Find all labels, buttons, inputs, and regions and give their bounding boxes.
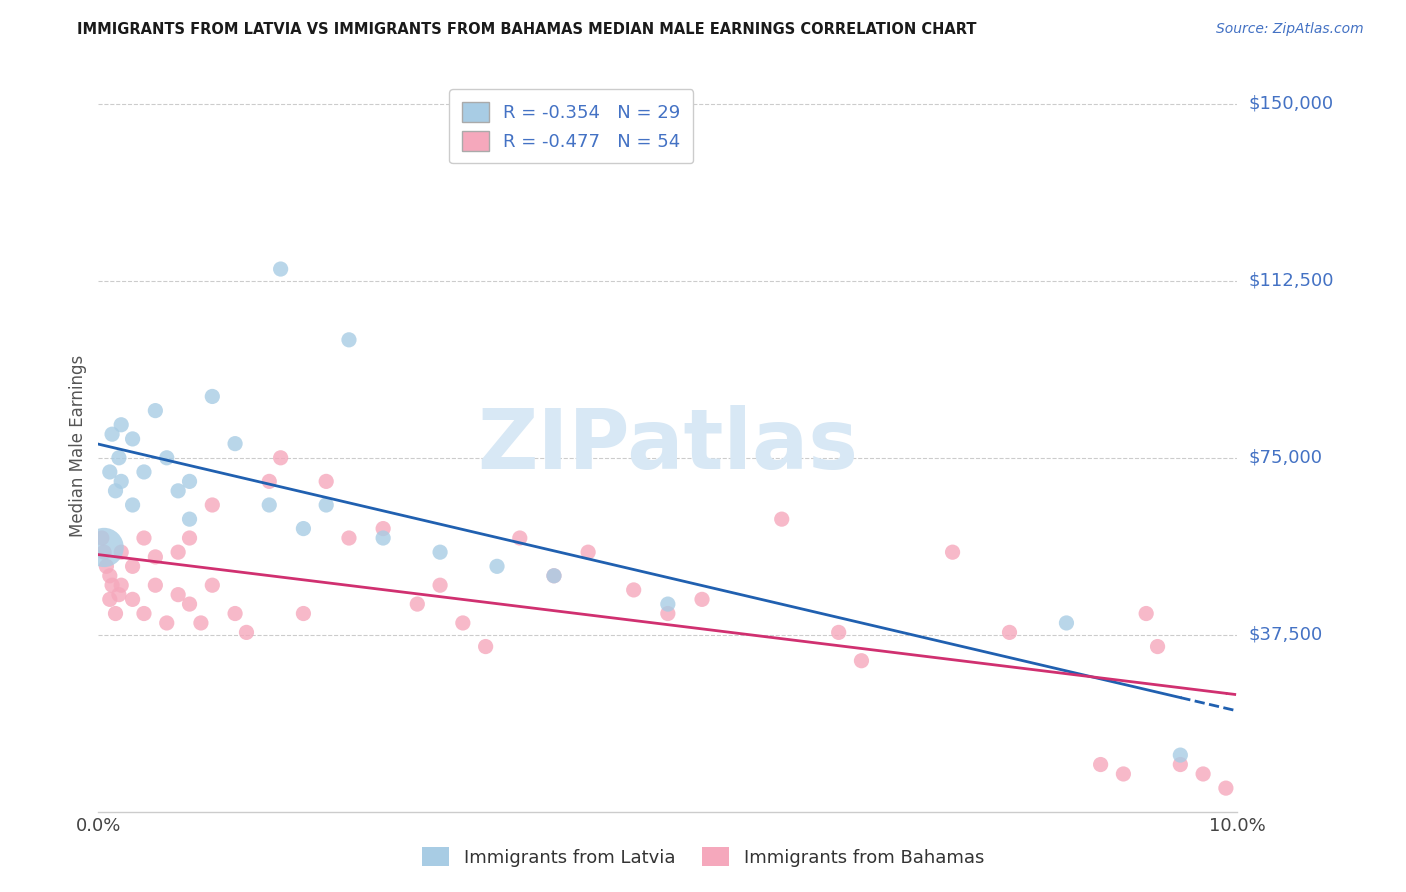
Text: Source: ZipAtlas.com: Source: ZipAtlas.com <box>1216 22 1364 37</box>
Point <box>132 607 155 621</box>
Point <box>93 545 115 559</box>
Point <box>121 559 143 574</box>
Text: IMMIGRANTS FROM LATVIA VS IMMIGRANTS FROM BAHAMAS MEDIAN MALE EARNINGS CORRELATI: IMMIGRANTS FROM LATVIA VS IMMIGRANTS FRO… <box>77 22 977 37</box>
Point <box>179 475 201 489</box>
Point <box>315 498 337 512</box>
Point <box>96 559 118 574</box>
Point <box>486 559 509 574</box>
Point <box>828 625 851 640</box>
Point <box>690 592 713 607</box>
Point <box>1056 615 1078 630</box>
Point <box>259 498 281 512</box>
Point <box>179 512 201 526</box>
Point <box>474 640 496 654</box>
Point <box>259 475 281 489</box>
Point <box>224 436 246 450</box>
Point <box>429 578 451 592</box>
Point <box>121 498 143 512</box>
Point <box>93 541 115 555</box>
Point <box>509 531 531 545</box>
Point <box>145 549 167 564</box>
Point <box>373 531 395 545</box>
Point <box>98 592 121 607</box>
Text: $37,500: $37,500 <box>1249 626 1323 644</box>
Point <box>156 450 179 465</box>
Point <box>156 615 179 630</box>
Point <box>224 607 246 621</box>
Text: $150,000: $150,000 <box>1249 95 1333 113</box>
Point <box>90 531 112 545</box>
Point <box>623 582 645 597</box>
Point <box>429 545 451 559</box>
Point <box>770 512 793 526</box>
Point <box>132 465 155 479</box>
Point <box>167 483 190 498</box>
Point <box>1135 607 1157 621</box>
Point <box>110 578 132 592</box>
Legend: Immigrants from Latvia, Immigrants from Bahamas: Immigrants from Latvia, Immigrants from … <box>415 840 991 874</box>
Point <box>121 592 143 607</box>
Point <box>292 522 315 536</box>
Point <box>1090 757 1112 772</box>
Point <box>167 545 190 559</box>
Point <box>98 568 121 582</box>
Point <box>104 483 127 498</box>
Point <box>1146 640 1168 654</box>
Point <box>337 333 360 347</box>
Point <box>1192 767 1215 781</box>
Point <box>657 607 679 621</box>
Point <box>201 389 224 403</box>
Point <box>110 417 132 432</box>
Point <box>108 588 131 602</box>
Point <box>1112 767 1135 781</box>
Point <box>851 654 873 668</box>
Point <box>406 597 429 611</box>
Point <box>201 498 224 512</box>
Point <box>373 522 395 536</box>
Point <box>451 615 474 630</box>
Point <box>235 625 257 640</box>
Point <box>998 625 1021 640</box>
Point <box>104 607 127 621</box>
Point <box>132 531 155 545</box>
Point <box>543 568 565 582</box>
Point <box>121 432 143 446</box>
Point <box>201 578 224 592</box>
Point <box>315 475 337 489</box>
Point <box>110 545 132 559</box>
Text: $75,000: $75,000 <box>1249 449 1323 467</box>
Y-axis label: Median Male Earnings: Median Male Earnings <box>69 355 87 537</box>
Point <box>657 597 679 611</box>
Point <box>167 588 190 602</box>
Text: $112,500: $112,500 <box>1249 272 1334 290</box>
Point <box>576 545 599 559</box>
Point <box>110 475 132 489</box>
Point <box>543 568 565 582</box>
Point <box>942 545 965 559</box>
Point <box>145 578 167 592</box>
Point <box>1170 757 1192 772</box>
Point <box>1215 781 1237 796</box>
Point <box>337 531 360 545</box>
Point <box>98 465 121 479</box>
Point <box>270 262 292 277</box>
Point <box>1170 748 1192 763</box>
Point <box>270 450 292 465</box>
Point <box>101 427 124 442</box>
Legend: R = -0.354   N = 29, R = -0.477   N = 54: R = -0.354 N = 29, R = -0.477 N = 54 <box>449 89 693 163</box>
Point <box>179 597 201 611</box>
Text: ZIPatlas: ZIPatlas <box>478 406 858 486</box>
Point <box>101 578 124 592</box>
Point <box>179 531 201 545</box>
Point <box>190 615 212 630</box>
Point <box>145 403 167 417</box>
Point <box>292 607 315 621</box>
Point <box>108 450 131 465</box>
